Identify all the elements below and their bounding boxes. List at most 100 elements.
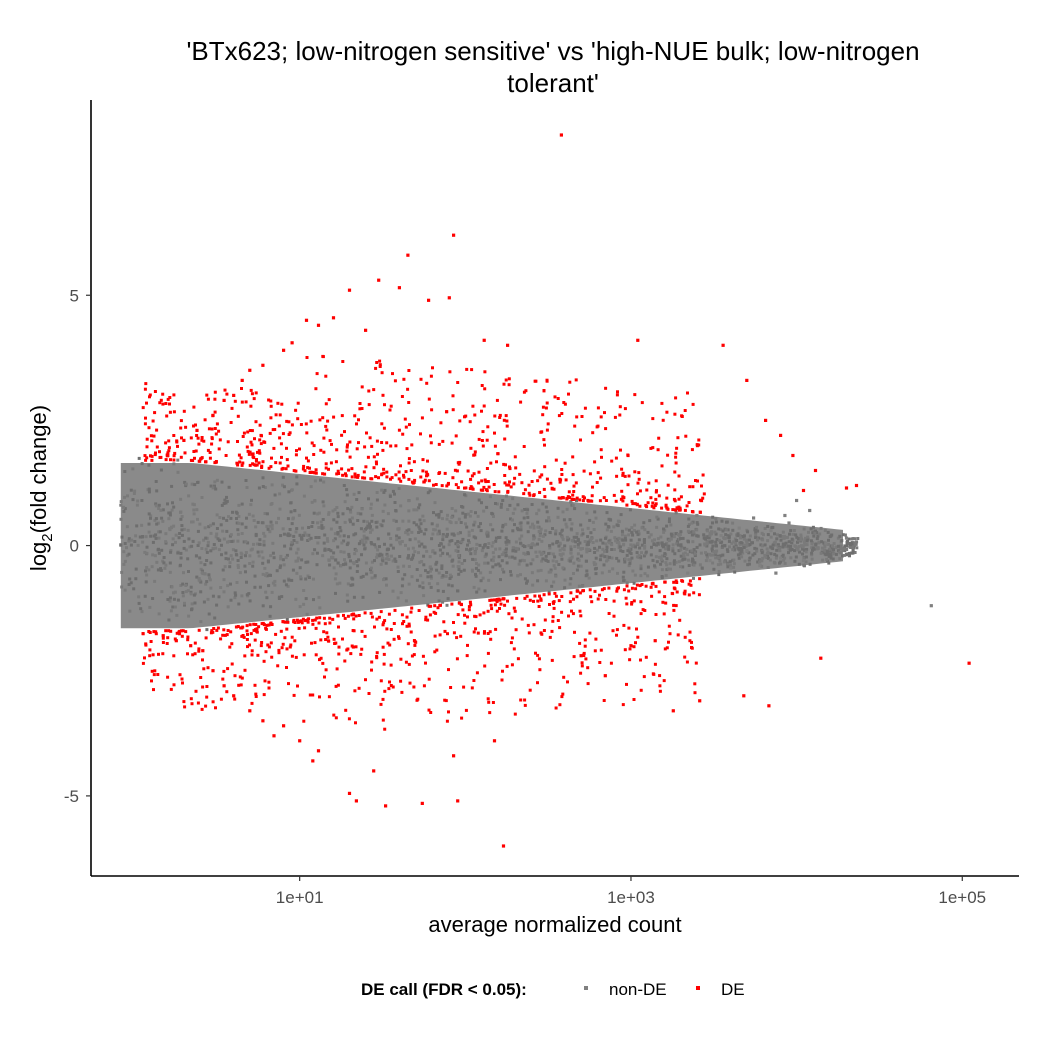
de-point	[440, 484, 444, 488]
de-point	[447, 296, 451, 300]
non-de-point	[624, 527, 628, 531]
de-point	[215, 422, 219, 426]
non-de-point	[332, 551, 336, 555]
non-de-point	[417, 540, 421, 544]
non-de-point	[540, 559, 544, 563]
non-de-point	[242, 540, 246, 544]
non-de-point	[609, 529, 613, 533]
non-de-point	[677, 560, 681, 564]
non-de-point	[299, 535, 303, 539]
de-point	[360, 647, 364, 651]
non-de-point	[447, 583, 451, 587]
de-point	[161, 641, 165, 644]
non-de-point	[172, 597, 176, 601]
non-de-point	[317, 526, 321, 529]
non-de-point	[140, 499, 144, 502]
de-point	[383, 619, 387, 623]
non-de-point	[437, 529, 441, 533]
non-de-point	[170, 508, 174, 512]
de-point	[164, 629, 168, 633]
non-de-point	[209, 484, 213, 488]
non-de-point	[373, 543, 377, 547]
non-de-point	[726, 528, 730, 532]
non-de-point	[507, 539, 511, 543]
non-de-point	[302, 589, 306, 592]
non-de-point	[404, 599, 408, 603]
non-de-point	[428, 555, 432, 559]
non-de-point	[294, 530, 298, 534]
de-point	[282, 724, 286, 728]
non-de-point	[304, 560, 308, 564]
non-de-point	[826, 530, 830, 534]
de-point	[483, 478, 487, 482]
de-point	[382, 662, 386, 666]
non-de-point	[219, 523, 223, 527]
de-point	[399, 679, 403, 683]
non-de-point	[685, 547, 689, 551]
non-de-point	[487, 542, 491, 545]
non-de-point	[704, 535, 708, 538]
non-de-point	[516, 574, 520, 578]
de-point	[676, 507, 680, 511]
de-point	[222, 669, 226, 673]
non-de-point	[515, 547, 519, 551]
non-de-point	[154, 480, 158, 483]
de-point	[445, 484, 449, 488]
non-de-point	[669, 567, 672, 571]
non-de-point	[579, 523, 583, 527]
de-point	[273, 428, 277, 431]
non-de-point	[488, 570, 492, 574]
non-de-point	[579, 547, 583, 551]
non-de-point	[323, 547, 327, 551]
non-de-point	[334, 572, 338, 576]
de-point	[280, 467, 284, 471]
non-de-point	[181, 594, 185, 598]
de-point	[388, 643, 392, 647]
non-de-point	[125, 525, 129, 529]
non-de-point	[588, 518, 592, 522]
de-point	[145, 445, 149, 449]
non-de-point	[336, 561, 340, 565]
de-point	[154, 630, 158, 634]
non-de-point	[543, 533, 547, 537]
non-de-point	[231, 510, 234, 514]
non-de-point	[538, 550, 542, 554]
non-de-point	[760, 559, 764, 563]
non-de-point	[853, 537, 857, 541]
non-de-point	[464, 513, 468, 517]
non-de-point	[238, 571, 242, 575]
non-de-point	[636, 541, 640, 545]
de-point	[386, 641, 390, 645]
de-point	[363, 476, 367, 480]
de-point	[329, 461, 333, 465]
non-de-point	[558, 552, 562, 556]
non-de-point	[407, 519, 411, 523]
non-de-point	[836, 544, 840, 548]
non-de-point	[217, 595, 221, 599]
non-de-point	[852, 543, 856, 547]
non-de-point	[381, 559, 385, 563]
de-point	[258, 451, 262, 455]
de-point	[652, 506, 656, 510]
non-de-point	[160, 516, 164, 520]
de-point	[223, 388, 227, 392]
non-de-point	[145, 573, 149, 577]
de-point	[375, 651, 379, 655]
non-de-point	[245, 486, 249, 489]
non-de-point	[261, 561, 265, 565]
de-point	[172, 458, 176, 462]
non-de-point	[541, 502, 545, 506]
de-point	[541, 413, 545, 417]
non-de-point	[352, 533, 356, 537]
de-point	[502, 418, 506, 422]
non-de-point	[744, 539, 748, 543]
non-de-point	[369, 570, 373, 574]
non-de-point	[554, 532, 558, 536]
de-point	[492, 483, 496, 486]
non-de-point	[714, 556, 718, 560]
non-de-point	[561, 537, 565, 541]
non-de-point	[686, 571, 690, 575]
de-point	[394, 473, 398, 477]
non-de-point	[692, 548, 696, 552]
de-point	[379, 610, 383, 614]
